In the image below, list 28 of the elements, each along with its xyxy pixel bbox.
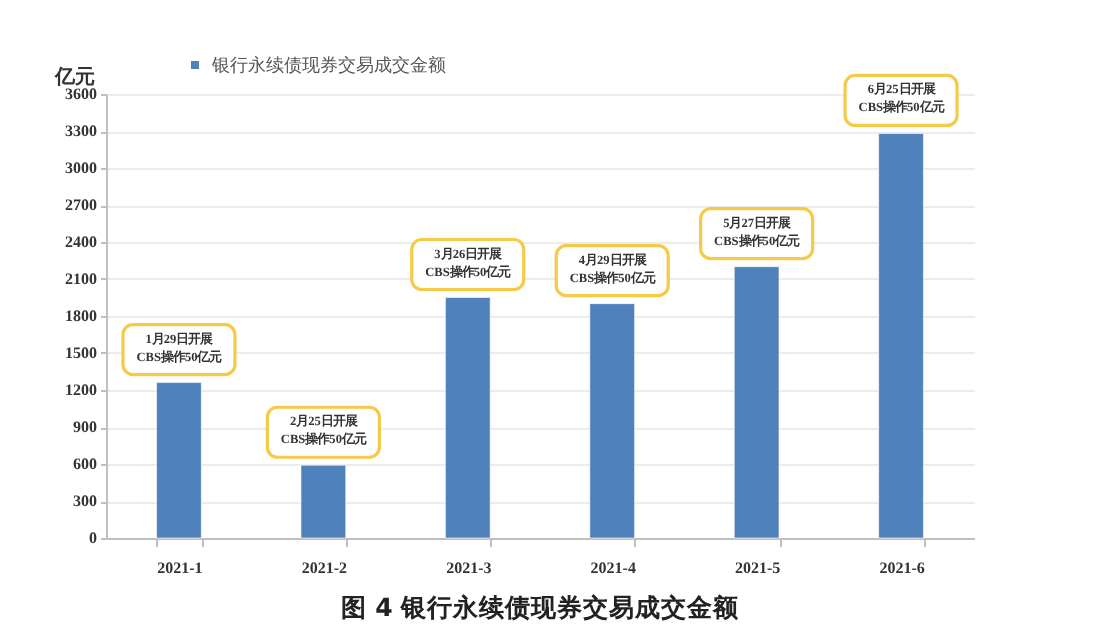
x-tick-label: 2021-3 [446,559,492,577]
y-tick-label: 0 [89,529,97,547]
bar [733,266,780,539]
y-tick-label: 2400 [65,233,97,251]
y-tick-label: 2700 [65,196,97,214]
x-tick-label: 2021-6 [879,559,925,577]
bar [444,297,491,539]
bar [300,464,347,539]
x-tick-label: 2021-1 [157,559,203,577]
y-tick-label: 600 [73,455,97,473]
y-tick-label: 3000 [65,159,97,177]
y-tick-label: 3300 [65,122,97,140]
y-tick-label: 900 [73,418,97,436]
y-axis-title: 亿元 [53,65,95,89]
bar [156,382,202,539]
x-tick-label: 2021-5 [734,559,781,577]
x-tick-label: 2021-2 [301,559,348,577]
legend-label: 银行永续债现券交易成交金额 [210,55,446,75]
y-tick-label: 300 [73,492,97,510]
bar [589,303,636,539]
x-tick-label: 2021-4 [590,559,636,577]
y-tick-label: 1200 [65,381,97,399]
y-tick-label: 2100 [65,270,97,288]
text: 图 4 银行永续债现券交易成交金额 [340,592,742,622]
y-tick-label: 1800 [65,307,97,325]
y-tick-label: 1500 [65,344,97,362]
bar [878,132,924,539]
y-tick-label: 3600 [65,85,97,103]
